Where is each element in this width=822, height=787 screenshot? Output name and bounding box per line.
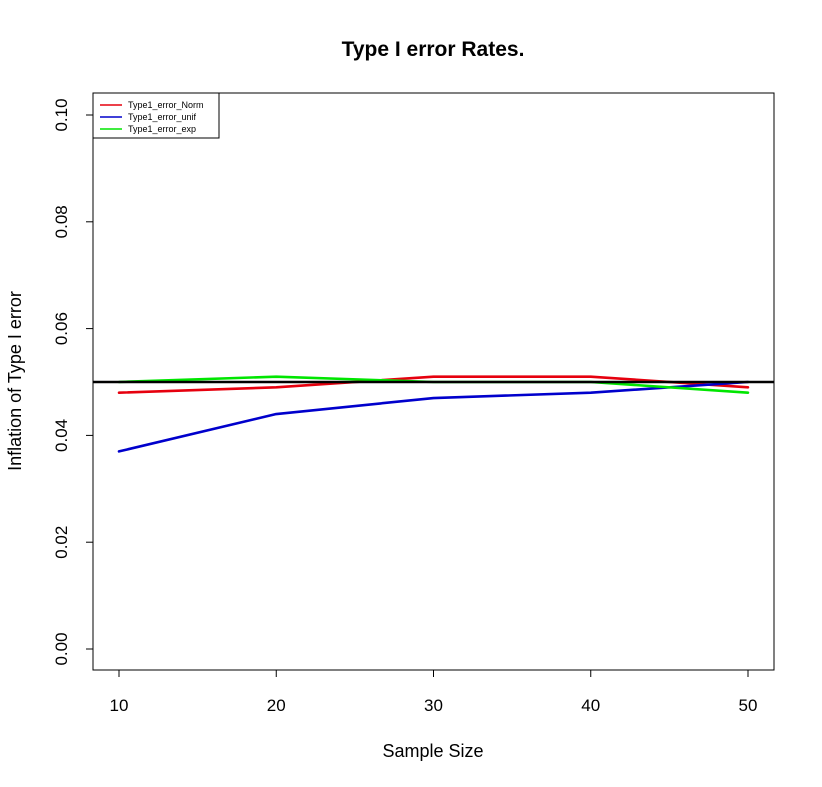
y-tick-label: 0.06 [52, 312, 71, 345]
x-axis: 10 20 30 40 50 [110, 669, 758, 715]
y-tick-label: 0.10 [52, 98, 71, 131]
legend-entry-label: Type1_error_exp [128, 124, 196, 134]
y-tick-label: 0.00 [52, 632, 71, 665]
series-line-1 [117, 380, 750, 453]
legend-entry-label: Type1_error_unif [128, 112, 197, 122]
series-line-0 [117, 375, 750, 394]
y-tick-label: 0.04 [52, 419, 71, 452]
legend: Type1_error_Norm Type1_error_unif Type1_er… [92, 92, 220, 139]
y-tick-label: 0.08 [52, 205, 71, 238]
x-tick-label: 30 [424, 696, 443, 715]
x-tick-label: 50 [739, 696, 758, 715]
series-layer [93, 375, 774, 453]
y-tick-label: 0.02 [52, 526, 71, 559]
chart-title: Type I error Rates. [342, 38, 525, 61]
legend-box [92, 92, 220, 139]
y-axis-label: Inflation of Type I error [5, 291, 25, 471]
y-axis: 0.00 0.02 0.04 0.06 0.08 0.10 [52, 98, 94, 666]
x-tick-label: 20 [267, 696, 286, 715]
x-tick-label: 40 [581, 696, 600, 715]
x-tick-label: 10 [110, 696, 129, 715]
legend-entry-label: Type1_error_Norm [128, 100, 204, 110]
x-axis-label: Sample Size [382, 741, 483, 761]
